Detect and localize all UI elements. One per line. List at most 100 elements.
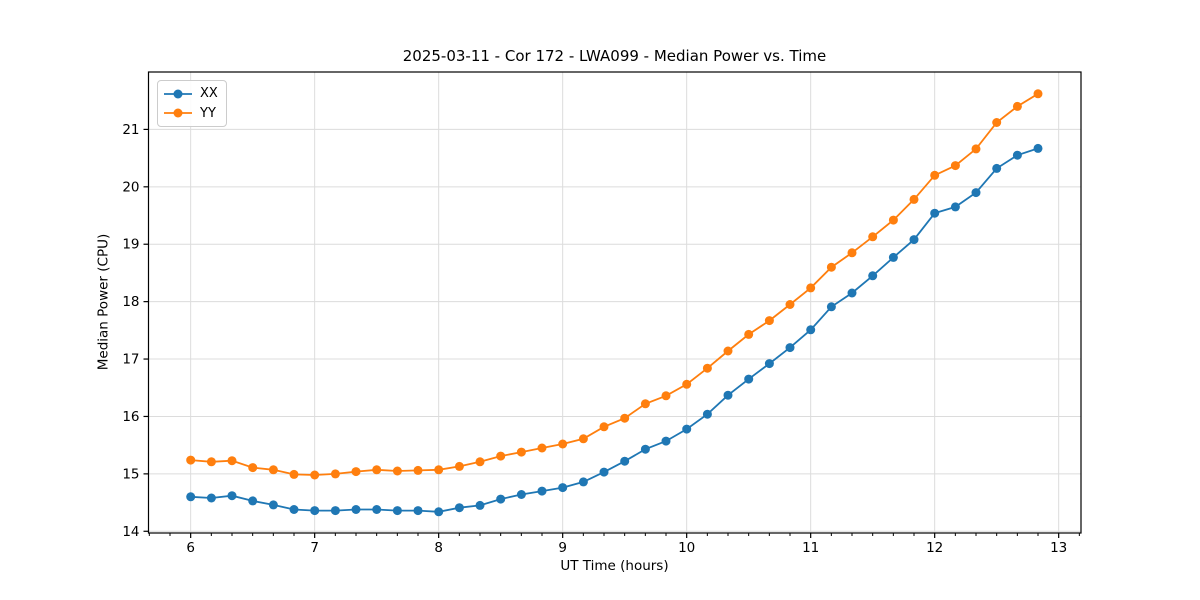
data-point-yy	[723, 346, 733, 356]
data-point-xx	[661, 436, 671, 446]
legend-label-xx: XX	[200, 86, 218, 101]
legend-entry-xx: XX	[163, 86, 218, 102]
x-tick-label: 9	[558, 540, 567, 556]
data-point-yy	[434, 465, 444, 475]
x-tick-label: 10	[678, 540, 695, 556]
data-point-xx	[682, 424, 692, 434]
data-point-yy	[764, 316, 774, 326]
data-point-xx	[392, 506, 402, 516]
data-point-yy	[971, 144, 981, 154]
data-point-xx	[475, 500, 485, 510]
data-point-xx	[888, 252, 898, 262]
data-point-xx	[992, 163, 1002, 173]
data-point-yy	[599, 422, 609, 432]
data-point-xx	[744, 374, 754, 384]
data-point-yy	[248, 463, 258, 473]
y-tick-label: 21	[122, 122, 139, 138]
data-point-xx	[206, 493, 216, 503]
data-point-yy	[1012, 101, 1022, 111]
data-point-xx	[640, 444, 650, 454]
x-tick-label: 6	[186, 540, 195, 556]
data-point-xx	[930, 208, 940, 218]
data-point-xx	[826, 302, 836, 312]
data-point-yy	[206, 457, 216, 467]
data-point-yy	[847, 248, 857, 258]
data-point-xx	[620, 456, 630, 466]
legend: XX YY	[157, 80, 227, 128]
data-point-yy	[227, 456, 237, 466]
data-point-yy	[1033, 89, 1043, 99]
data-point-yy	[330, 469, 340, 479]
data-point-yy	[578, 434, 588, 444]
data-point-xx	[847, 288, 857, 298]
data-point-yy	[392, 466, 402, 476]
legend-entry-yy: YY	[163, 106, 218, 122]
data-point-yy	[661, 391, 671, 401]
x-tick-label: 13	[1050, 540, 1067, 556]
data-point-xx	[950, 202, 960, 212]
data-point-yy	[289, 469, 299, 479]
x-tick-label: 7	[310, 540, 319, 556]
data-point-xx	[806, 325, 816, 335]
data-point-xx	[971, 188, 981, 198]
data-point-yy	[620, 413, 630, 423]
chart-title: 2025-03-11 - Cor 172 - LWA099 - Median P…	[402, 47, 827, 65]
data-point-xx	[578, 477, 588, 487]
data-point-yy	[868, 232, 878, 242]
data-point-yy	[744, 329, 754, 339]
data-point-xx	[723, 390, 733, 400]
data-point-xx	[268, 500, 278, 510]
data-point-yy	[785, 300, 795, 309]
y-tick-label: 15	[122, 466, 139, 482]
data-point-yy	[372, 465, 382, 475]
data-point-yy	[475, 457, 485, 467]
y-tick-label: 18	[122, 294, 139, 310]
data-point-yy	[537, 443, 547, 453]
x-axis-label: UT Time (hours)	[560, 558, 669, 574]
data-point-xx	[599, 467, 609, 477]
data-point-yy	[496, 451, 506, 461]
y-tick-label: 14	[122, 524, 139, 540]
data-point-yy	[950, 161, 960, 171]
data-point-xx	[702, 409, 712, 419]
data-point-xx	[227, 491, 237, 501]
data-point-xx	[537, 486, 547, 496]
data-point-xx	[785, 343, 795, 353]
x-tick-label: 8	[434, 540, 443, 556]
data-point-xx	[434, 507, 444, 517]
axes-box	[147, 71, 1082, 534]
data-point-yy	[909, 194, 919, 204]
data-point-xx	[454, 503, 464, 513]
data-point-yy	[351, 467, 361, 477]
data-point-xx	[330, 506, 340, 516]
data-point-yy	[558, 439, 568, 449]
legend-line-marker-icon	[164, 108, 192, 118]
data-point-xx	[1012, 150, 1022, 160]
data-point-xx	[186, 492, 196, 502]
data-point-xx	[289, 505, 299, 514]
data-point-yy	[682, 379, 692, 389]
data-point-xx	[1033, 143, 1043, 153]
y-tick-label: 17	[122, 352, 139, 368]
data-point-yy	[454, 461, 464, 471]
y-tick-label: 16	[122, 409, 139, 425]
y-tick-label: 19	[122, 237, 139, 253]
data-point-xx	[516, 490, 526, 499]
data-point-yy	[640, 399, 650, 409]
data-point-yy	[702, 363, 712, 373]
data-point-yy	[888, 215, 898, 225]
data-point-yy	[268, 465, 278, 475]
data-point-xx	[909, 235, 919, 245]
legend-line-marker-icon	[164, 89, 192, 99]
data-point-yy	[186, 455, 196, 465]
data-point-yy	[806, 283, 816, 293]
data-point-xx	[558, 483, 568, 493]
data-point-yy	[930, 170, 940, 180]
data-point-yy	[992, 118, 1002, 127]
data-point-xx	[372, 505, 382, 514]
data-point-yy	[516, 447, 526, 457]
y-tick-label: 20	[122, 179, 139, 195]
data-point-xx	[496, 494, 506, 504]
